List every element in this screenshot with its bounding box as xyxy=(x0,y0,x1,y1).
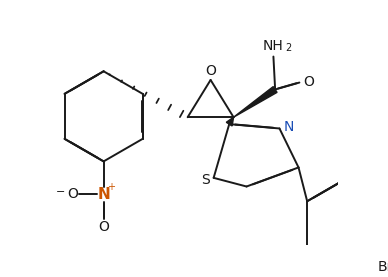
Text: 2: 2 xyxy=(286,43,292,53)
Text: Br: Br xyxy=(378,260,388,274)
Text: N: N xyxy=(284,120,294,134)
Text: N: N xyxy=(97,187,110,202)
Polygon shape xyxy=(234,87,277,117)
Text: +: + xyxy=(107,182,115,193)
Text: O: O xyxy=(205,64,216,78)
Text: O: O xyxy=(67,187,78,201)
Polygon shape xyxy=(226,117,234,126)
Text: O: O xyxy=(98,220,109,234)
Text: NH: NH xyxy=(263,39,284,53)
Text: S: S xyxy=(201,173,210,188)
Text: −: − xyxy=(56,187,66,197)
Text: O: O xyxy=(303,75,314,89)
